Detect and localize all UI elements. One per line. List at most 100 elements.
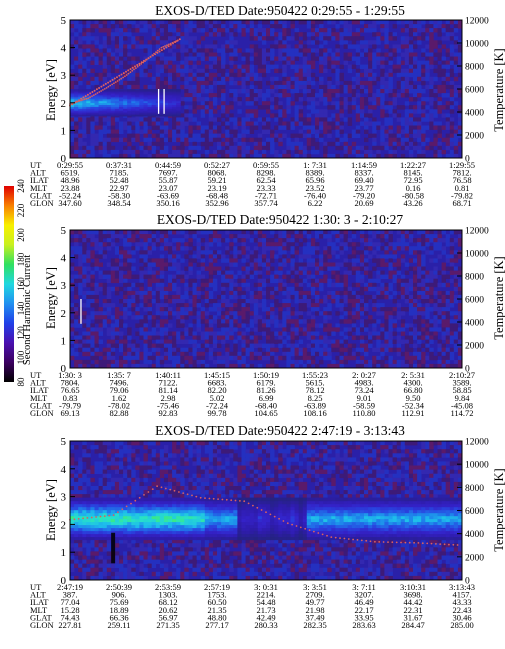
spectrogram-cell [119,347,124,353]
spectrogram-cell [327,89,332,94]
spectrogram-cell [78,76,83,82]
spectrogram-cell [200,101,206,106]
spectrogram-cell [74,238,79,243]
spectrogram-cell [413,319,418,324]
spectrogram-cell [245,113,250,118]
spectrogram-cell [359,28,365,33]
spectrogram-cell [98,24,103,29]
spectrogram-cell [359,363,365,369]
spectrogram-cell [217,234,222,239]
spectrogram-cell [119,153,124,159]
spectrogram-cell [376,294,381,300]
spectrogram-cell [151,153,157,159]
spectrogram-cell [172,238,177,243]
spectrogram-cell [425,323,430,328]
spectrogram-cell [217,331,222,336]
spectrogram-cell [282,125,287,130]
spectrogram-cell [123,274,128,279]
spectrogram-cell [70,286,75,292]
spectrogram-cell [241,294,246,300]
spectrogram-cell [339,246,344,251]
spectrogram-cell [302,32,308,37]
spectrogram-cell [74,125,79,130]
spectrogram-cell [74,76,79,82]
spectrogram-cell [168,331,173,336]
spectrogram-cell [147,299,152,304]
spectrogram-cell [225,117,230,122]
spectrogram-cell [404,24,410,29]
spectrogram-cell [221,97,226,102]
spectrogram-cell [253,76,259,82]
spectrogram-cell [355,52,361,57]
spectrogram-cell [384,294,389,300]
band-cell [135,89,140,92]
spectrogram-cell [208,56,214,61]
spectrogram-cell [368,89,373,94]
spectrogram-cell [413,274,418,279]
spectrogram-cell [221,93,226,98]
band-cell [139,91,144,94]
band-cell [94,100,99,104]
spectrogram-cell [388,60,393,65]
spectrogram-cell [335,230,340,235]
band-cell [86,98,91,102]
spectrogram-cell [147,294,152,300]
spectrogram-cell [147,274,152,279]
spectrogram-cell [408,141,414,147]
spectrogram-cell [237,311,242,316]
spectrogram-cell [310,36,316,41]
spectrogram-cell [319,84,324,90]
spectrogram-cell [425,105,430,110]
spectrogram-cell [323,113,328,118]
spectrogram-cell [364,48,369,53]
spectrogram-cell [437,149,442,155]
spectrogram-cell [388,32,393,37]
spectrogram-cell [196,48,201,53]
spectrogram-cell [347,327,353,332]
spectrogram-cell [221,335,226,340]
spectrogram-cell [127,76,132,82]
band-cell [78,102,83,105]
spectrogram-cell [257,242,263,247]
spectrogram-cell [286,299,291,304]
spectrogram-cell [249,258,255,263]
spectrogram-cell [339,89,344,94]
spectrogram-cell [449,60,455,65]
spectrogram-cell [294,319,299,324]
spectrogram-cell [343,153,348,159]
spectrogram-cell [74,307,79,312]
spectrogram-cell [114,80,120,86]
spectrogram-cell [151,121,157,126]
spectrogram-cell [364,64,369,69]
spectrogram-cell [261,234,267,239]
spectrogram-cell [90,274,95,279]
spectrogram-cell [257,351,263,357]
spectrogram-cell [347,347,353,353]
band-cell [172,110,177,113]
band-cell [90,100,95,104]
spectrogram-cell [217,307,222,312]
spectrogram-cell [339,307,344,312]
band-cell [110,98,116,102]
spectrogram-cell [388,262,393,267]
spectrogram-cell [82,129,87,134]
band-cell [131,114,136,117]
band-cell [127,104,132,107]
spectrogram-cell [143,323,148,328]
spectrogram-cell [404,68,410,74]
spectrogram-cell [188,258,193,263]
band-cell [86,110,91,113]
spectrogram-cell [355,145,361,151]
spectrogram-cell [102,141,108,147]
spectrogram-cell [417,311,422,316]
spectrogram-cell [119,323,124,328]
spectrogram-cell [282,64,287,69]
spectrogram-cell [159,84,165,90]
band-cell [143,114,148,117]
spectrogram-cell [245,68,250,74]
spectrogram-cell [429,319,434,324]
spectrogram-cell [364,68,369,74]
spectrogram-cell [384,52,389,57]
spectrogram-cell [319,48,324,53]
spectrogram-cell [339,97,344,102]
